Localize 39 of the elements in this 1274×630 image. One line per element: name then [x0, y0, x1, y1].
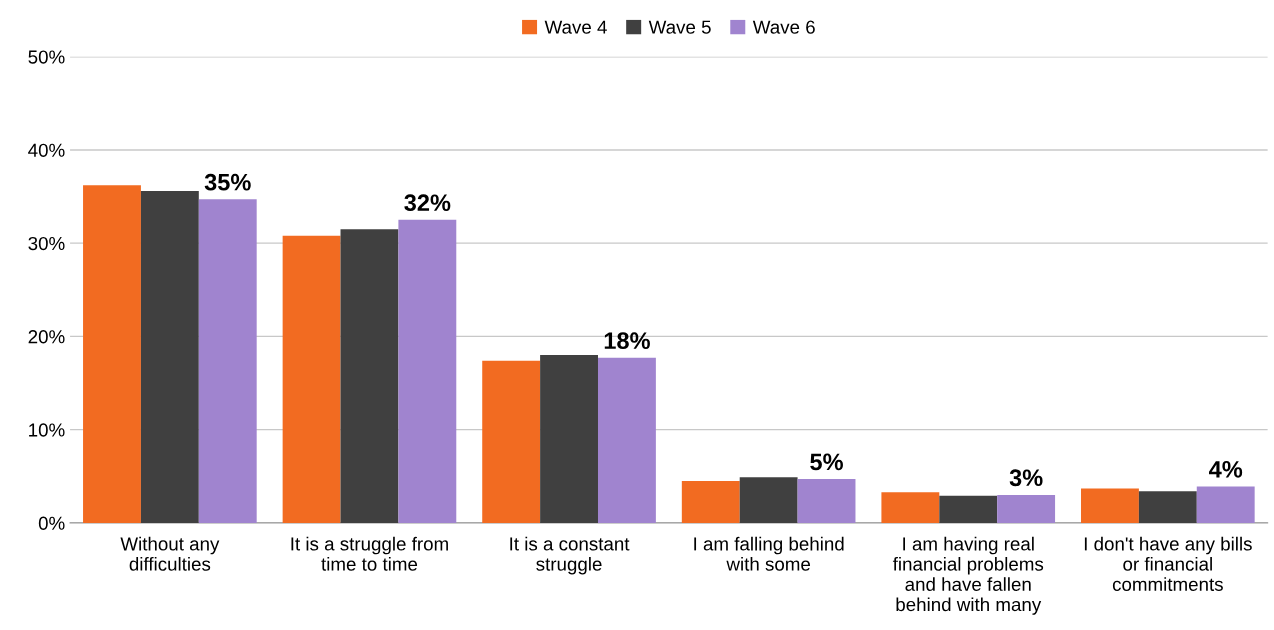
y-tick-label: 20% — [28, 330, 65, 344]
legend-label: Wave 4 — [544, 20, 607, 34]
bar — [1196, 486, 1255, 523]
y-tick-label: 40% — [28, 143, 65, 157]
x-tick-label: I don't have any bills or financial commitments — [1084, 536, 1252, 591]
data-label: 5% — [810, 453, 843, 471]
bar — [540, 355, 598, 523]
bar — [939, 495, 998, 523]
x-tick-label: Without any difficulties — [120, 536, 220, 571]
bar — [198, 199, 257, 523]
bar — [1138, 491, 1197, 523]
bar — [881, 492, 940, 523]
bar — [681, 480, 740, 523]
x-tick-label: I am falling behind with some — [694, 536, 844, 571]
y-tick-label: 10% — [29, 423, 65, 437]
bar — [340, 229, 399, 523]
bar — [597, 357, 656, 523]
x-tick-label: It is a constant struggle — [510, 536, 630, 575]
bar — [1081, 488, 1139, 523]
bar — [140, 190, 199, 523]
bar — [398, 219, 457, 523]
bar — [482, 360, 541, 523]
data-label: 32% — [404, 194, 451, 212]
bar — [282, 235, 341, 523]
data-label: 3% — [1009, 469, 1043, 487]
bar — [997, 494, 1056, 523]
x-tick-label: It is a struggle from time to time — [291, 536, 448, 571]
legend-label: Wave 6 — [752, 20, 815, 34]
y-tick-label: 50% — [28, 50, 65, 64]
bar — [797, 479, 856, 523]
data-label: 35% — [204, 173, 251, 191]
data-label: 4% — [1209, 461, 1243, 478]
legend-label: Wave 5 — [648, 20, 711, 34]
y-tick-label: 30% — [28, 236, 65, 251]
bar — [83, 185, 141, 523]
x-tick-label: I am having real financial problems and have fallen behind with many — [892, 536, 1044, 615]
y-tick-label: 0% — [38, 516, 65, 530]
data-label: 18% — [604, 332, 650, 350]
bar — [739, 477, 798, 523]
